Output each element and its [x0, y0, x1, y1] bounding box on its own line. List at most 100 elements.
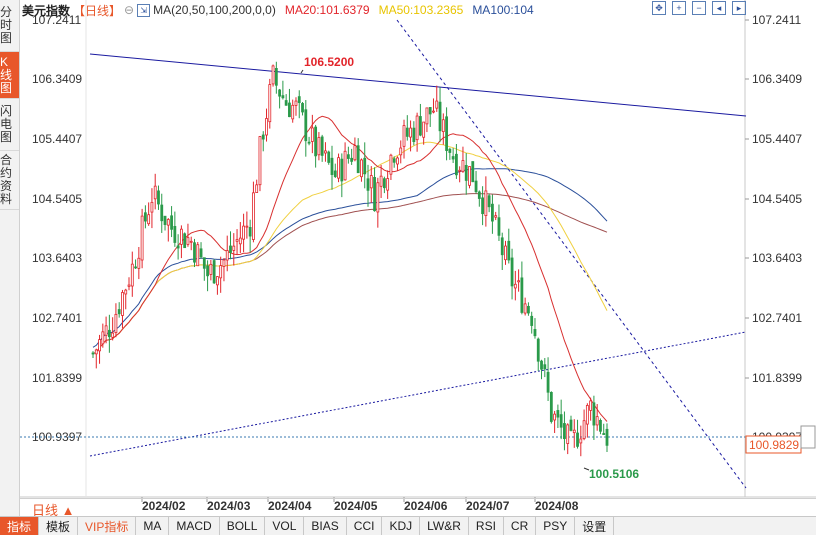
zoom-out-icon[interactable]: − — [692, 1, 706, 15]
y-tick-left: 101.8399 — [32, 371, 82, 385]
side-tab-2[interactable]: 闪电图 — [0, 99, 19, 151]
period-label[interactable]: 【日线】 — [73, 3, 122, 18]
candle-body — [448, 148, 452, 153]
candle-body — [405, 127, 409, 137]
zoom-in-icon[interactable]: + — [672, 1, 686, 15]
candle — [317, 132, 321, 161]
candle-body — [455, 153, 458, 176]
candle-body — [143, 212, 147, 222]
candle-body — [297, 96, 301, 103]
candle-body — [232, 245, 236, 251]
candle-body — [379, 175, 383, 187]
candle-body — [261, 134, 265, 140]
candle — [441, 113, 445, 145]
indicator-tab-3[interactable]: MA — [136, 517, 170, 535]
candle — [219, 256, 223, 293]
scroll-right-icon[interactable]: ▸ — [732, 1, 746, 15]
candle-body — [500, 237, 504, 256]
candle — [278, 88, 282, 109]
candle-body — [153, 185, 157, 200]
indicator-tab-14[interactable]: 设置 — [575, 517, 615, 535]
candle-body — [166, 219, 170, 226]
candle — [572, 419, 576, 448]
candle — [513, 270, 517, 301]
candle — [284, 94, 288, 106]
candle — [402, 119, 406, 159]
scroll-left-icon[interactable]: ◂ — [712, 1, 726, 15]
y-tick-left: 103.6403 — [32, 251, 82, 265]
candle-body — [265, 118, 268, 136]
indicator-tab-10[interactable]: LW&R — [420, 517, 469, 535]
candle-body — [563, 423, 566, 440]
candle — [425, 107, 429, 133]
candle — [445, 107, 448, 161]
candle-body — [576, 432, 579, 447]
candle — [176, 234, 180, 260]
indicator-tab-11[interactable]: RSI — [469, 517, 504, 535]
y-tick-right: 104.5405 — [752, 192, 802, 206]
candle-body — [242, 225, 245, 240]
candle-body — [124, 289, 128, 295]
period-selector[interactable]: 日线 ▲ — [32, 503, 75, 518]
candle — [186, 223, 190, 247]
candle-body — [196, 244, 200, 267]
candle — [235, 229, 239, 256]
candle — [543, 358, 547, 378]
candle-body — [330, 157, 334, 175]
candle — [327, 150, 331, 165]
ma-settings-icon[interactable]: ⇲ — [137, 3, 151, 17]
move-icon[interactable]: ✥ — [652, 1, 666, 15]
candle — [566, 423, 570, 455]
candle-body — [350, 157, 354, 162]
low-annotation: 100.5106 — [589, 467, 639, 481]
candle — [304, 100, 308, 157]
indicator-tab-2[interactable]: VIP指标 — [78, 517, 137, 535]
candle — [268, 78, 272, 129]
candle — [212, 259, 216, 285]
candle-body — [291, 104, 295, 120]
candle-body — [530, 315, 534, 326]
candle — [166, 218, 170, 242]
refresh-icon[interactable]: ⊖ — [124, 3, 135, 17]
candle — [124, 288, 128, 310]
candle — [418, 103, 422, 137]
indicator-tab-6[interactable]: VOL — [265, 517, 305, 535]
candle — [324, 142, 327, 162]
candle — [130, 251, 134, 297]
candle-body — [589, 400, 593, 411]
candle — [245, 211, 249, 239]
indicator-tab-13[interactable]: PSY — [536, 517, 576, 535]
candle — [546, 357, 550, 402]
side-tab-3[interactable]: 合约资料 — [0, 151, 19, 210]
indicator-tab-5[interactable]: BOLL — [220, 517, 266, 535]
candle-body — [599, 419, 602, 432]
candle-body — [484, 190, 488, 217]
candle — [163, 215, 167, 231]
candle-body — [471, 161, 475, 183]
indicator-tab-8[interactable]: CCI — [347, 517, 383, 535]
candle — [147, 202, 151, 226]
candle — [140, 208, 144, 269]
candle-body — [389, 154, 393, 175]
indicator-tab-9[interactable]: KDJ — [382, 517, 421, 535]
candle-body — [320, 136, 324, 156]
candle — [540, 359, 543, 380]
candle — [484, 176, 488, 227]
candle — [487, 193, 491, 213]
side-tab-1[interactable]: K线图 — [0, 52, 19, 99]
indicator-tab-1[interactable]: 模板 — [39, 517, 79, 535]
candle-body — [546, 371, 550, 393]
indicator-tab-0[interactable]: 指标 — [0, 517, 40, 535]
indicator-tab-7[interactable]: BIAS — [304, 517, 347, 535]
candle — [333, 163, 337, 179]
x-tick-label: 2024/06 — [404, 499, 448, 513]
candle-body — [202, 257, 206, 269]
candle — [556, 404, 560, 429]
side-tab-0[interactable]: 分时图 — [0, 0, 19, 52]
candle — [517, 269, 521, 292]
candle-body — [595, 416, 599, 426]
candle-body — [592, 402, 596, 426]
indicator-tab-12[interactable]: CR — [504, 517, 537, 535]
indicator-tab-4[interactable]: MACD — [169, 517, 220, 535]
candle — [569, 415, 573, 432]
